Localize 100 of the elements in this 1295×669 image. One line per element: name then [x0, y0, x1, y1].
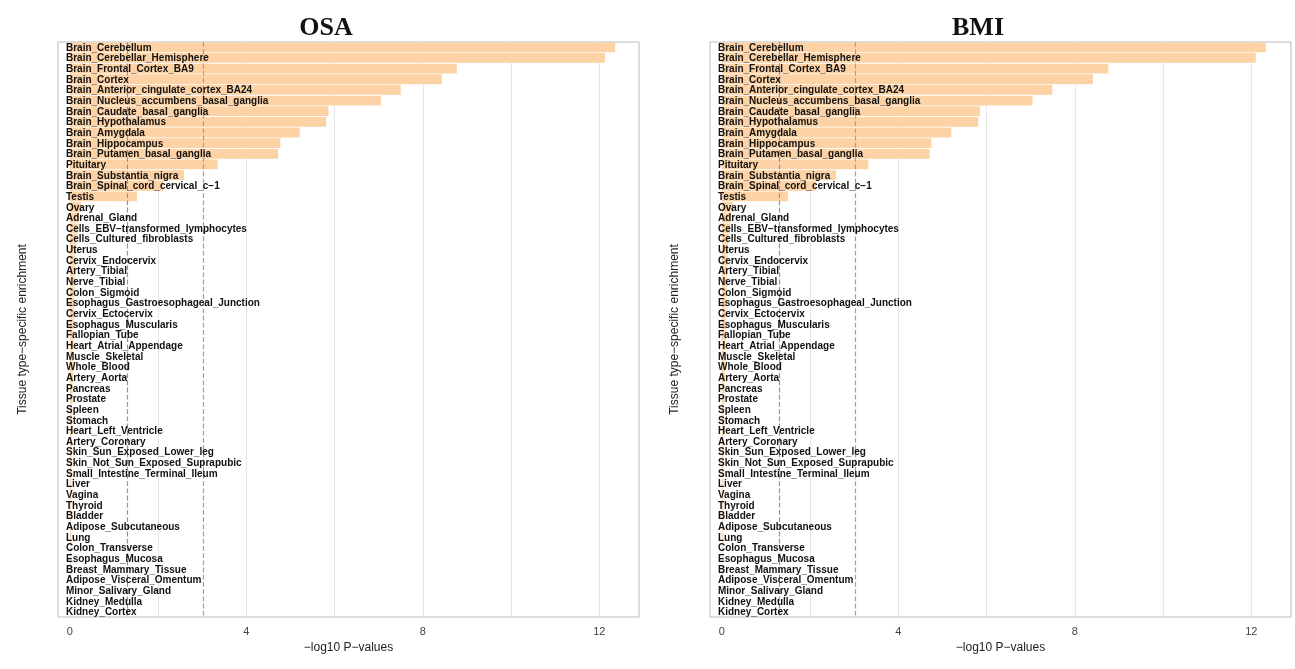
y-tick-label: Cells_EBV−transformed_lymphocytes [66, 222, 248, 234]
y-tick-label: Small_Intestine_Terminal_Ileum [66, 467, 218, 479]
x-tick-label: 8 [1071, 624, 1078, 637]
y-tick-label: Cervix_Endocervix [718, 254, 809, 266]
y-tick-label: Pancreas [66, 382, 111, 394]
y-tick-label: Small_Intestine_Terminal_Ileum [718, 467, 870, 479]
y-tick-label: Brain_Spinal_cord_cervical_c−1 [66, 180, 221, 192]
y-tick-label: Brain_Frontal_Cortex_BA9 [66, 63, 195, 75]
y-tick-label: Adrenal_Gland [66, 212, 138, 224]
y-tick-label: Skin_Sun_Exposed_Lower_leg [718, 446, 866, 458]
x-tick-label: 12 [1245, 624, 1258, 637]
y-tick-label: Brain_Cerebellar_Hemisphere [718, 52, 862, 64]
y-tick-label: Minor_Salivary_Gland [718, 584, 824, 596]
x-tick-label: 8 [419, 624, 426, 637]
y-tick-label: Thyroid [66, 499, 103, 511]
y-tick-label: Ovary [66, 201, 95, 213]
y-tick-label: Pituitary [718, 158, 759, 170]
y-tick-label: Minor_Salivary_Gland [66, 584, 172, 596]
y-tick-label: Stomach [66, 414, 109, 426]
y-tick-label: Testis [66, 190, 95, 202]
y-tick-label: Pancreas [718, 382, 763, 394]
y-tick-label: Testis [718, 190, 747, 202]
y-tick-label: Adipose_Visceral_Omentum [66, 574, 202, 586]
y-tick-label: Colon_Sigmoid [718, 286, 792, 298]
y-tick-label: Lung [718, 531, 743, 543]
y-tick-label: Breast_Mammary_Tissue [66, 563, 187, 575]
y-tick-label: Brain_Anterior_cingulate_cortex_BA24 [718, 84, 905, 96]
y-tick-label: Cells_EBV−transformed_lymphocytes [718, 222, 900, 234]
y-tick-label: Artery_Tibial [66, 265, 128, 277]
y-tick-label: Colon_Sigmoid [66, 286, 140, 298]
y-tick-label: Esophagus_Mucosa [718, 552, 816, 564]
y-tick-label: Adipose_Subcutaneous [718, 520, 833, 532]
x-tick-label: 0 [66, 624, 73, 637]
y-tick-label: Prostate [66, 393, 107, 405]
y-tick-label: Esophagus_Muscularis [718, 318, 831, 330]
y-tick-label: Esophagus_Gastroesophageal_Junction [718, 297, 912, 309]
y-tick-label: Cervix_Ectocervix [718, 308, 806, 320]
y-tick-label: Adrenal_Gland [718, 212, 790, 224]
x-tick-label: 4 [895, 624, 902, 637]
y-tick-label: Nerve_Tibial [66, 276, 126, 288]
y-tick-label: Colon_Transverse [66, 542, 154, 554]
y-tick-label: Skin_Not_Sun_Exposed_Suprapubic [66, 457, 243, 469]
y-tick-label: Muscle_Skeletal [66, 350, 144, 362]
y-tick-label: Cervix_Ectocervix [66, 308, 154, 320]
y-tick-label: Brain_Nucleus_accumbens_basal_ganglia [66, 95, 269, 107]
y-tick-label: Brain_Substantia_nigra [718, 169, 831, 181]
y-tick-label: Artery_Coronary [66, 435, 146, 447]
y-tick-label: Colon_Transverse [718, 542, 806, 554]
y-tick-label: Stomach [718, 414, 761, 426]
y-tick-label: Brain_Nucleus_accumbens_basal_ganglia [718, 95, 921, 107]
y-tick-label: Nerve_Tibial [718, 276, 778, 288]
y-tick-label: Heart_Left_Ventricle [66, 425, 164, 437]
y-tick-label: Brain_Caudate_basal_ganglia [66, 105, 209, 117]
y-tick-label: Brain_Spinal_cord_cervical_c−1 [718, 180, 873, 192]
y-tick-label: Muscle_Skeletal [718, 350, 796, 362]
x-tick-label: 12 [593, 624, 606, 637]
y-tick-label: Fallopian_Tube [718, 329, 792, 341]
x-tick-label: 0 [718, 624, 725, 637]
y-tick-label: Artery_Coronary [718, 435, 798, 447]
y-tick-label: Spleen [718, 403, 751, 415]
y-tick-label: Brain_Amygdala [718, 127, 798, 139]
y-tick-label: Artery_Aorta [66, 371, 128, 383]
y-tick-label: Prostate [718, 393, 759, 405]
chart-title: BMI [952, 11, 1004, 41]
y-tick-label: Adipose_Subcutaneous [66, 520, 181, 532]
y-tick-label: Esophagus_Muscularis [66, 318, 179, 330]
y-tick-label: Whole_Blood [66, 361, 130, 373]
y-axis-title: Tissue type−specific enrichment [15, 243, 29, 415]
y-tick-label: Brain_Hippocampus [66, 137, 164, 149]
y-tick-label: Kidney_Cortex [718, 606, 790, 618]
x-axis-title: −log10 P−values [303, 640, 394, 654]
y-tick-label: Heart_Atrial_Appendage [66, 339, 184, 351]
y-tick-label: Cells_Cultured_fibroblasts [66, 233, 194, 245]
y-tick-label: Liver [66, 478, 91, 490]
x-axis-title: −log10 P−values [955, 640, 1046, 654]
y-tick-label: Ovary [718, 201, 747, 213]
y-tick-label: Vagina [718, 489, 751, 501]
y-tick-label: Bladder [66, 510, 104, 522]
y-tick-label: Brain_Hippocampus [718, 137, 816, 149]
y-tick-label: Brain_Hypothalamus [66, 116, 167, 128]
y-tick-label: Esophagus_Gastroesophageal_Junction [66, 297, 260, 309]
y-tick-label: Brain_Putamen_basal_ganglia [718, 148, 864, 160]
y-tick-label: Heart_Left_Ventricle [718, 425, 816, 437]
y-tick-label: Artery_Aorta [718, 371, 780, 383]
y-tick-label: Brain_Cortex [718, 73, 782, 85]
y-tick-label: Kidney_Medulla [66, 595, 143, 607]
y-tick-label: Brain_Substantia_nigra [66, 169, 179, 181]
y-tick-label: Lung [66, 531, 91, 543]
y-tick-label: Skin_Sun_Exposed_Lower_leg [66, 446, 214, 458]
y-tick-label: Brain_Frontal_Cortex_BA9 [718, 63, 847, 75]
y-tick-label: Brain_Putamen_basal_ganglia [66, 148, 212, 160]
y-tick-label: Fallopian_Tube [66, 329, 140, 341]
chart-title: OSA [299, 11, 353, 41]
y-tick-label: Brain_Amygdala [66, 127, 146, 139]
y-tick-label: Uterus [66, 244, 99, 256]
y-tick-label: Liver [718, 478, 743, 490]
y-tick-label: Brain_Hypothalamus [718, 116, 819, 128]
y-tick-label: Kidney_Cortex [66, 606, 138, 618]
y-tick-label: Cells_Cultured_fibroblasts [718, 233, 846, 245]
y-tick-label: Brain_Cerebellar_Hemisphere [66, 52, 210, 64]
